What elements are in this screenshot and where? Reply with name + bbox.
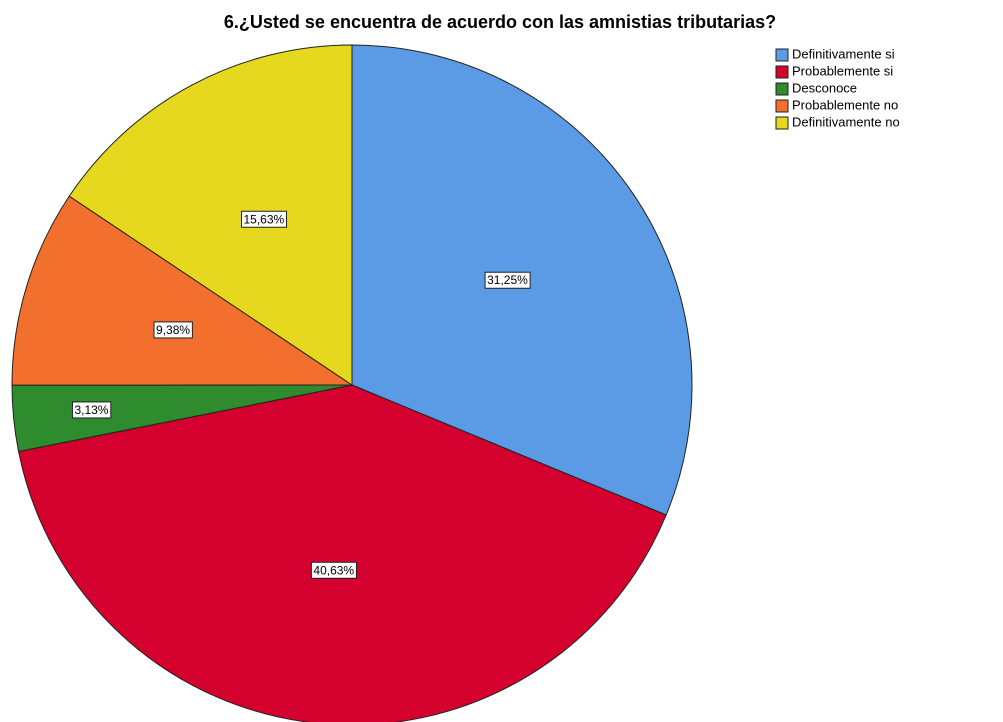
- value-label-box: [240, 210, 288, 228]
- value-label: 9,38%: [156, 323, 190, 337]
- value-label-box: [310, 561, 357, 579]
- legend-label: Desconoce: [792, 80, 857, 95]
- value-label: 15,63%: [243, 212, 284, 226]
- value-label-box: [71, 401, 112, 419]
- legend-label: Probablemente si: [792, 63, 893, 78]
- value-label-box: [153, 321, 193, 339]
- value-label: 31,25%: [487, 273, 528, 287]
- legend-swatch: [775, 82, 789, 96]
- legend-swatch: [775, 65, 789, 79]
- legend-swatch: [775, 116, 789, 130]
- legend-label: Definitivamente si: [792, 46, 895, 61]
- legend-swatch: [775, 99, 789, 113]
- legend-label: Probablemente no: [792, 97, 898, 112]
- pie-slice: [68, 44, 353, 386]
- pie-slice: [11, 195, 354, 386]
- value-label: 3,13%: [74, 403, 108, 417]
- legend-swatch: [775, 48, 789, 62]
- value-label-box: [484, 271, 531, 289]
- legend-label: Definitivamente no: [792, 114, 900, 129]
- chart-title: 6.¿Usted se encuentra de acuerdo con las…: [224, 12, 776, 32]
- pie-slice: [17, 384, 667, 722]
- value-label: 40,63%: [313, 563, 354, 577]
